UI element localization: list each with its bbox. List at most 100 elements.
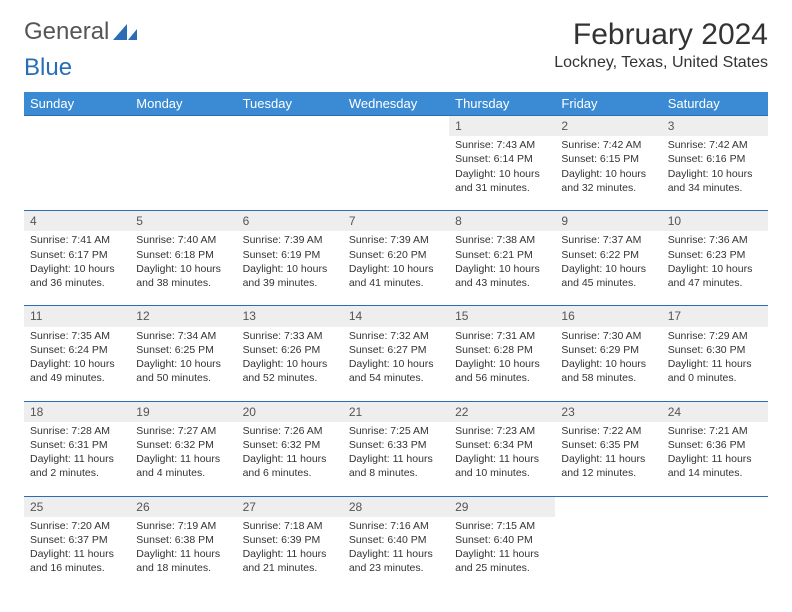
day-cell: Sunrise: 7:23 AMSunset: 6:34 PMDaylight:… <box>449 422 555 497</box>
day-line: Sunset: 6:34 PM <box>455 438 549 452</box>
day-cell: Sunrise: 7:38 AMSunset: 6:21 PMDaylight:… <box>449 231 555 306</box>
day-number: 29 <box>449 496 555 517</box>
day-line: Sunset: 6:35 PM <box>561 438 655 452</box>
day-line: Sunrise: 7:32 AM <box>349 329 443 343</box>
day-line: Sunrise: 7:15 AM <box>455 519 549 533</box>
day-number: 19 <box>130 401 236 422</box>
daynum-row: 2526272829 <box>24 496 768 517</box>
day-line: Daylight: 10 hours <box>455 167 549 181</box>
day-line: Sunrise: 7:42 AM <box>561 138 655 152</box>
day-number: 18 <box>24 401 130 422</box>
day-content-row: Sunrise: 7:43 AMSunset: 6:14 PMDaylight:… <box>24 136 768 211</box>
daynum-row: 18192021222324 <box>24 401 768 422</box>
day-line: Sunset: 6:29 PM <box>561 343 655 357</box>
day-number: 10 <box>662 211 768 232</box>
day-cell: Sunrise: 7:42 AMSunset: 6:15 PMDaylight:… <box>555 136 661 211</box>
day-cell: Sunrise: 7:15 AMSunset: 6:40 PMDaylight:… <box>449 517 555 591</box>
day-cell: Sunrise: 7:25 AMSunset: 6:33 PMDaylight:… <box>343 422 449 497</box>
day-line: Sunset: 6:24 PM <box>30 343 124 357</box>
day-line: Sunset: 6:25 PM <box>136 343 230 357</box>
day-cell <box>24 136 130 211</box>
month-title: February 2024 <box>554 18 768 52</box>
day-number: 27 <box>237 496 343 517</box>
day-line: Daylight: 11 hours <box>668 357 762 371</box>
day-line: and 52 minutes. <box>243 371 337 385</box>
day-cell: Sunrise: 7:28 AMSunset: 6:31 PMDaylight:… <box>24 422 130 497</box>
day-line: Sunrise: 7:39 AM <box>243 233 337 247</box>
day-line: Daylight: 11 hours <box>349 452 443 466</box>
day-line: and 36 minutes. <box>30 276 124 290</box>
day-cell: Sunrise: 7:21 AMSunset: 6:36 PMDaylight:… <box>662 422 768 497</box>
brand-word-2: Blue <box>24 54 72 81</box>
day-cell: Sunrise: 7:22 AMSunset: 6:35 PMDaylight:… <box>555 422 661 497</box>
day-line: Daylight: 11 hours <box>243 452 337 466</box>
day-line: Daylight: 11 hours <box>668 452 762 466</box>
day-number: 12 <box>130 306 236 327</box>
day-line: and 56 minutes. <box>455 371 549 385</box>
day-line: and 0 minutes. <box>668 371 762 385</box>
day-line: and 38 minutes. <box>136 276 230 290</box>
day-line: Daylight: 11 hours <box>243 547 337 561</box>
day-line: Sunset: 6:30 PM <box>668 343 762 357</box>
day-line: Daylight: 10 hours <box>561 357 655 371</box>
day-line: Sunset: 6:32 PM <box>136 438 230 452</box>
day-line: Sunrise: 7:19 AM <box>136 519 230 533</box>
day-line: Sunrise: 7:35 AM <box>30 329 124 343</box>
day-line: Sunset: 6:15 PM <box>561 152 655 166</box>
day-number <box>555 496 661 517</box>
day-line: Daylight: 10 hours <box>136 357 230 371</box>
day-line: and 41 minutes. <box>349 276 443 290</box>
day-line: Sunrise: 7:38 AM <box>455 233 549 247</box>
day-line: Sunrise: 7:36 AM <box>668 233 762 247</box>
day-line: and 58 minutes. <box>561 371 655 385</box>
day-number: 17 <box>662 306 768 327</box>
day-number: 6 <box>237 211 343 232</box>
daynum-row: 123 <box>24 116 768 137</box>
day-line: and 4 minutes. <box>136 466 230 480</box>
sail-icon <box>113 24 137 40</box>
day-cell: Sunrise: 7:16 AMSunset: 6:40 PMDaylight:… <box>343 517 449 591</box>
calendar-body: 123Sunrise: 7:43 AMSunset: 6:14 PMDaylig… <box>24 116 768 591</box>
day-cell: Sunrise: 7:27 AMSunset: 6:32 PMDaylight:… <box>130 422 236 497</box>
day-line: Sunset: 6:39 PM <box>243 533 337 547</box>
day-line: Daylight: 11 hours <box>455 452 549 466</box>
day-number: 5 <box>130 211 236 232</box>
day-line: Daylight: 10 hours <box>349 357 443 371</box>
day-line: and 32 minutes. <box>561 181 655 195</box>
day-number: 4 <box>24 211 130 232</box>
day-cell: Sunrise: 7:33 AMSunset: 6:26 PMDaylight:… <box>237 327 343 402</box>
day-line: Sunset: 6:40 PM <box>455 533 549 547</box>
day-line: Sunset: 6:26 PM <box>243 343 337 357</box>
day-number: 28 <box>343 496 449 517</box>
day-cell: Sunrise: 7:26 AMSunset: 6:32 PMDaylight:… <box>237 422 343 497</box>
day-line: Sunset: 6:36 PM <box>668 438 762 452</box>
day-line: and 39 minutes. <box>243 276 337 290</box>
day-number: 23 <box>555 401 661 422</box>
weekday-header: Monday <box>130 92 236 116</box>
day-line: Daylight: 10 hours <box>668 262 762 276</box>
day-line: Daylight: 11 hours <box>455 547 549 561</box>
day-cell: Sunrise: 7:18 AMSunset: 6:39 PMDaylight:… <box>237 517 343 591</box>
day-line: and 2 minutes. <box>30 466 124 480</box>
day-number: 1 <box>449 116 555 137</box>
day-line: and 12 minutes. <box>561 466 655 480</box>
day-line: and 43 minutes. <box>455 276 549 290</box>
day-line: Sunrise: 7:34 AM <box>136 329 230 343</box>
day-line: Sunset: 6:20 PM <box>349 248 443 262</box>
day-number: 2 <box>555 116 661 137</box>
day-line: Daylight: 10 hours <box>30 357 124 371</box>
day-line: Daylight: 11 hours <box>136 452 230 466</box>
day-line: Sunset: 6:23 PM <box>668 248 762 262</box>
day-line: Daylight: 11 hours <box>561 452 655 466</box>
day-line: Daylight: 10 hours <box>561 262 655 276</box>
day-line: Sunrise: 7:16 AM <box>349 519 443 533</box>
day-line: Sunrise: 7:29 AM <box>668 329 762 343</box>
day-line: and 21 minutes. <box>243 561 337 575</box>
day-cell: Sunrise: 7:35 AMSunset: 6:24 PMDaylight:… <box>24 327 130 402</box>
day-cell: Sunrise: 7:20 AMSunset: 6:37 PMDaylight:… <box>24 517 130 591</box>
day-cell <box>662 517 768 591</box>
day-line: Sunrise: 7:30 AM <box>561 329 655 343</box>
day-cell: Sunrise: 7:31 AMSunset: 6:28 PMDaylight:… <box>449 327 555 402</box>
daynum-row: 11121314151617 <box>24 306 768 327</box>
day-line: and 10 minutes. <box>455 466 549 480</box>
